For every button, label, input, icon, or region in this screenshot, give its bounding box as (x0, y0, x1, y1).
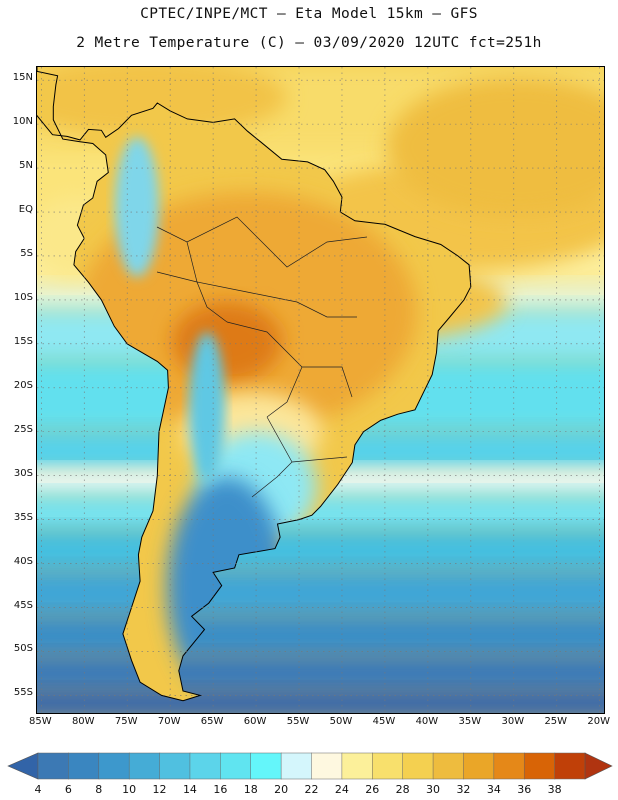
colorbar-swatch (341, 752, 373, 780)
colorbar-swatch (98, 752, 130, 780)
colorbar-tick-label: 14 (182, 783, 197, 796)
colorbar-tick-label: 10 (122, 783, 137, 796)
coastline (37, 67, 472, 702)
longitude-tick-label: 25W (544, 716, 568, 727)
colorbar-swatch (37, 752, 70, 780)
country-borders (156, 216, 368, 498)
ocean-warm-region (387, 77, 604, 217)
latitude-tick-label: 15N (12, 72, 33, 84)
colorbar-tick-label: 16 (213, 783, 228, 796)
temperature-colorbar (7, 752, 613, 780)
latitude-tick-label: 55S (13, 687, 33, 699)
latitude-tick-label: 50S (13, 643, 33, 655)
chart-title-line-1: CPTEC/INPE/MCT – Eta Model 15km – GFS (140, 6, 478, 22)
longitude-tick-label: 30W (501, 716, 525, 727)
colorbar-tick-label: 38 (547, 783, 562, 796)
longitude-tick-label: 40W (415, 716, 439, 727)
longitude-tick-label: 35W (458, 716, 482, 727)
colorbar-swatch (220, 752, 252, 780)
colorbar-tick-label: 26 (365, 783, 380, 796)
longitude-tick-label: 45W (372, 716, 396, 727)
land-temperature-field (77, 137, 417, 697)
latitude-tick-label: 40S (13, 555, 33, 567)
latitude-tick-label: 25S (13, 423, 33, 435)
colorbar-swatch (372, 752, 404, 780)
colorbar-low-arrow (7, 752, 39, 780)
colorbar-swatch (493, 752, 525, 780)
lat-lon-gridlines (37, 67, 604, 713)
temperature-map[interactable] (36, 66, 605, 714)
colorbar-tick-label: 34 (486, 783, 501, 796)
chart-title-line-2: 2 Metre Temperature (C) – 03/09/2020 12U… (76, 35, 542, 51)
colorbar-swatch (159, 752, 191, 780)
colorbar-tick-label: 4 (34, 783, 42, 796)
colorbar-swatch (280, 752, 313, 780)
colorbar-swatch (311, 752, 343, 780)
colorbar-swatch (128, 752, 161, 780)
longitude-tick-label: 75W (114, 716, 138, 727)
latitude-tick-label: 5N (19, 160, 33, 172)
ocean-warm-region (37, 67, 287, 137)
colorbar-tick-label: 6 (64, 783, 72, 796)
longitude-tick-label: 55W (286, 716, 310, 727)
colorbar-high-arrow (584, 752, 613, 780)
colorbar-swatch (463, 752, 495, 780)
colorbar-tick-label: 36 (517, 783, 532, 796)
latitude-tick-label: 5S (20, 247, 33, 259)
latitude-tick-label: 10N (12, 116, 33, 128)
colorbar-tick-label: 12 (152, 783, 167, 796)
latitude-tick-label: 15S (13, 335, 33, 347)
latitude-tick-label: 45S (13, 599, 33, 611)
colorbar-tick-label: 32 (456, 783, 471, 796)
colorbar-swatch (523, 752, 556, 780)
latitude-tick-label: 10S (13, 291, 33, 303)
longitude-tick-label: 65W (200, 716, 224, 727)
latitude-tick-label: 35S (13, 511, 33, 523)
longitude-tick-label: 70W (157, 716, 181, 727)
map-canvas (37, 67, 604, 713)
colorbar-swatch (554, 752, 586, 780)
colorbar-swatch (68, 752, 100, 780)
colorbar-tick-label: 22 (304, 783, 319, 796)
colorbar-tick-label: 8 (95, 783, 103, 796)
longitude-tick-label: 20W (587, 716, 611, 727)
longitude-tick-label: 60W (243, 716, 267, 727)
colorbar-tick-label: 28 (395, 783, 410, 796)
longitude-tick-label: 50W (329, 716, 353, 727)
colorbar-tick-label: 24 (334, 783, 349, 796)
latitude-tick-label: EQ (18, 204, 33, 216)
latitude-tick-label: 30S (13, 467, 33, 479)
latitude-tick-label: 20S (13, 379, 33, 391)
colorbar-tick-label: 30 (426, 783, 441, 796)
colorbar-tick-label: 20 (274, 783, 289, 796)
colorbar-swatch (402, 752, 434, 780)
colorbar-swatch (250, 752, 282, 780)
colorbar-swatch (432, 752, 465, 780)
ocean-band (37, 687, 604, 713)
longitude-tick-label: 80W (71, 716, 95, 727)
colorbar-swatch (189, 752, 221, 780)
longitude-tick-label: 85W (28, 716, 52, 727)
colorbar-tick-label: 18 (243, 783, 258, 796)
